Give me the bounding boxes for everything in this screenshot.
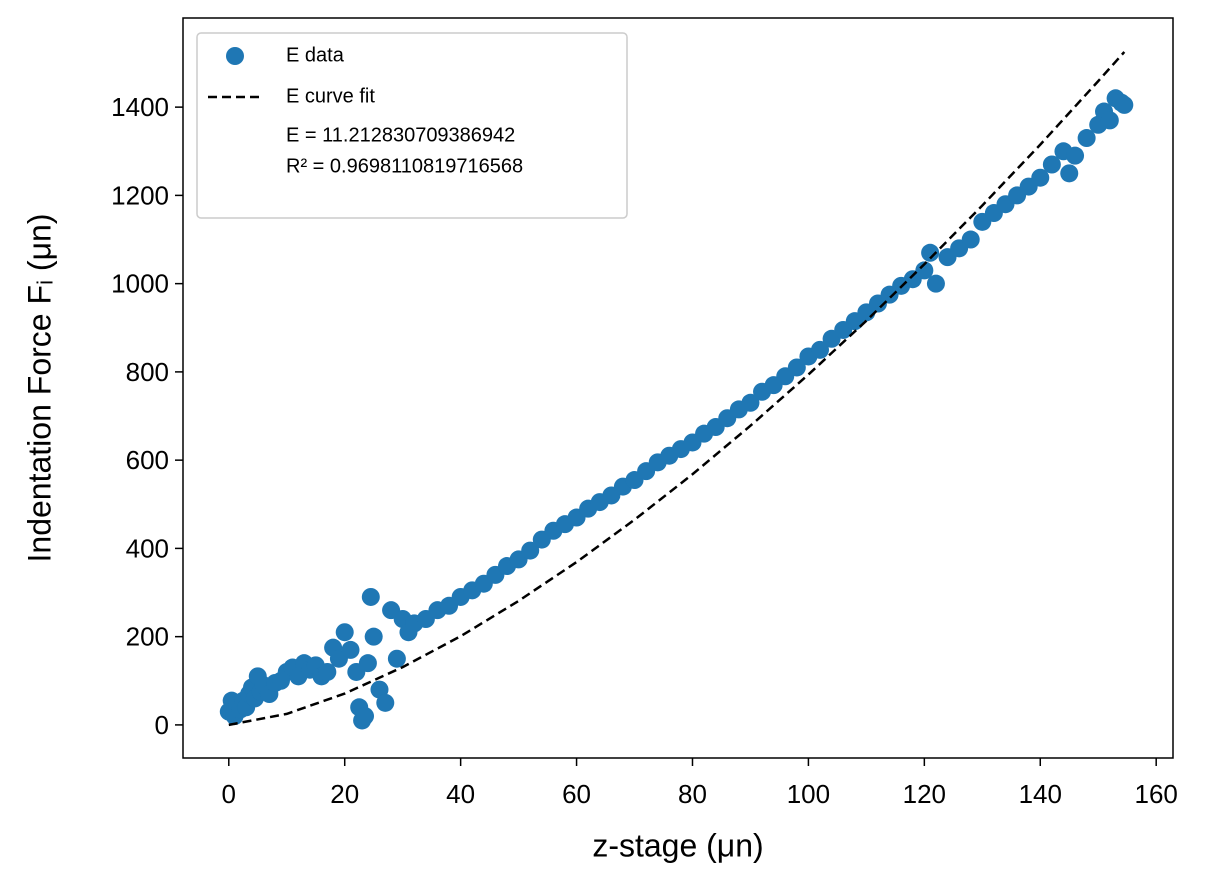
x-tick-label: 0 [222,779,236,809]
data-point [961,230,980,249]
data-point [361,587,380,606]
data-point [1060,164,1079,183]
legend-box [196,32,628,219]
x-axis-label: z-stage (μn) [592,827,763,863]
y-tick-label: 0 [155,710,169,740]
data-point [521,541,540,560]
y-tick-label: 200 [126,622,169,652]
data-point [926,274,945,293]
data-point [1077,129,1096,148]
y-tick-label: 400 [126,533,169,563]
y-tick-label: 1400 [111,92,169,122]
y-tick-label: 600 [126,445,169,475]
data-point [915,261,934,280]
x-tick-label: 120 [903,779,946,809]
x-tick-label: 140 [1019,779,1062,809]
y-tick-label: 1000 [111,269,169,299]
data-point [787,358,806,377]
annotation: E = 11.212830709386942 [286,124,515,146]
legend-label: E curve fit [286,85,375,107]
x-tick-label: 100 [787,779,830,809]
plot-frame [182,17,1174,759]
data-point [335,623,354,642]
data-point [811,340,830,359]
data-point [921,243,940,262]
fit-line [228,51,1126,727]
plot-area [219,51,1134,730]
data-point [364,627,383,646]
legend-label: E data [286,44,345,66]
data-point [1042,155,1061,174]
annotation: R² = 0.9698110819716568 [286,155,523,177]
y-tick-label: 800 [126,357,169,387]
data-point [1100,111,1119,130]
data-point [1115,95,1134,114]
x-tick-label: 60 [562,779,591,809]
x-tick-label: 80 [678,779,707,809]
data-point [318,662,337,681]
data-point [741,393,760,412]
data-point [1031,168,1050,187]
data-point [356,707,375,726]
data-point [358,654,377,673]
x-tick-label: 160 [1134,779,1177,809]
x-tick-label: 40 [446,779,475,809]
data-point [387,649,406,668]
y-axis-label: Indentation Force Fᵢ (μn) [21,214,57,563]
data-point [341,640,360,659]
y-tick-label: 1200 [111,180,169,210]
data-point [376,693,395,712]
data-point [1066,146,1085,165]
legend-marker [226,47,244,65]
x-tick-label: 20 [330,779,359,809]
